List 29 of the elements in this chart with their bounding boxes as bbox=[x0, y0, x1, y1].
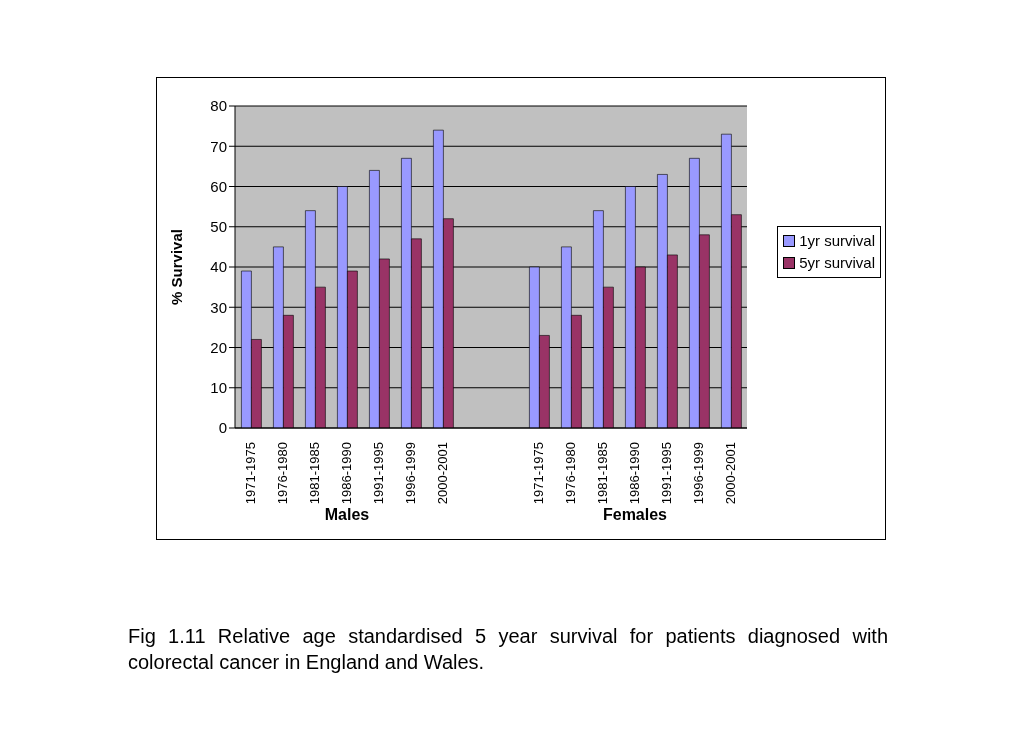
text: Males bbox=[323, 506, 371, 524]
y-tick-label: 0 bbox=[218, 419, 227, 437]
caption: Fig 1.11 Relative age standardised 5 year survival for patients diagnosed with colorectal cancer in England and Wales. bbox=[128, 624, 888, 675]
y-tick-label: 40 bbox=[210, 258, 227, 276]
text: Females bbox=[601, 506, 668, 524]
x-tick-label: 1981-1985 bbox=[595, 442, 610, 505]
y-axis-title: % Survival bbox=[168, 229, 186, 305]
x-tick-label: 1996-1999 bbox=[691, 442, 706, 505]
x-tick-label: 1991-1995 bbox=[371, 442, 386, 505]
x-tick-label: 2000-2001 bbox=[723, 442, 738, 505]
x-tick-label: 1996-1999 bbox=[403, 442, 418, 505]
y-tick-label: 30 bbox=[210, 298, 227, 316]
y-tick-label: 80 bbox=[210, 97, 227, 115]
y-tick-label: 60 bbox=[210, 177, 227, 195]
x-tick-label: 2000-2001 bbox=[435, 442, 450, 505]
x-tick-label: 1991-1995 bbox=[659, 442, 674, 505]
y-tick-label: 10 bbox=[210, 379, 227, 397]
x-tick-label: 1981-1985 bbox=[307, 442, 322, 505]
x-tick-label: 1986-1990 bbox=[339, 442, 354, 505]
x-tick-label: 1971-1975 bbox=[531, 442, 546, 505]
x-tick-label: 1976-1980 bbox=[563, 442, 578, 505]
y-tick-label: 50 bbox=[210, 218, 227, 236]
x-tick-label: 1971-1975 bbox=[243, 442, 258, 505]
y-tick-label: 20 bbox=[210, 338, 227, 356]
legend-label: 1yr survival bbox=[799, 231, 875, 251]
y-tick-label: 70 bbox=[210, 137, 227, 155]
x-tick-label: 1986-1990 bbox=[627, 442, 642, 505]
legend-label: 5yr survival bbox=[799, 253, 875, 273]
x-tick-label: 1976-1980 bbox=[275, 442, 290, 505]
